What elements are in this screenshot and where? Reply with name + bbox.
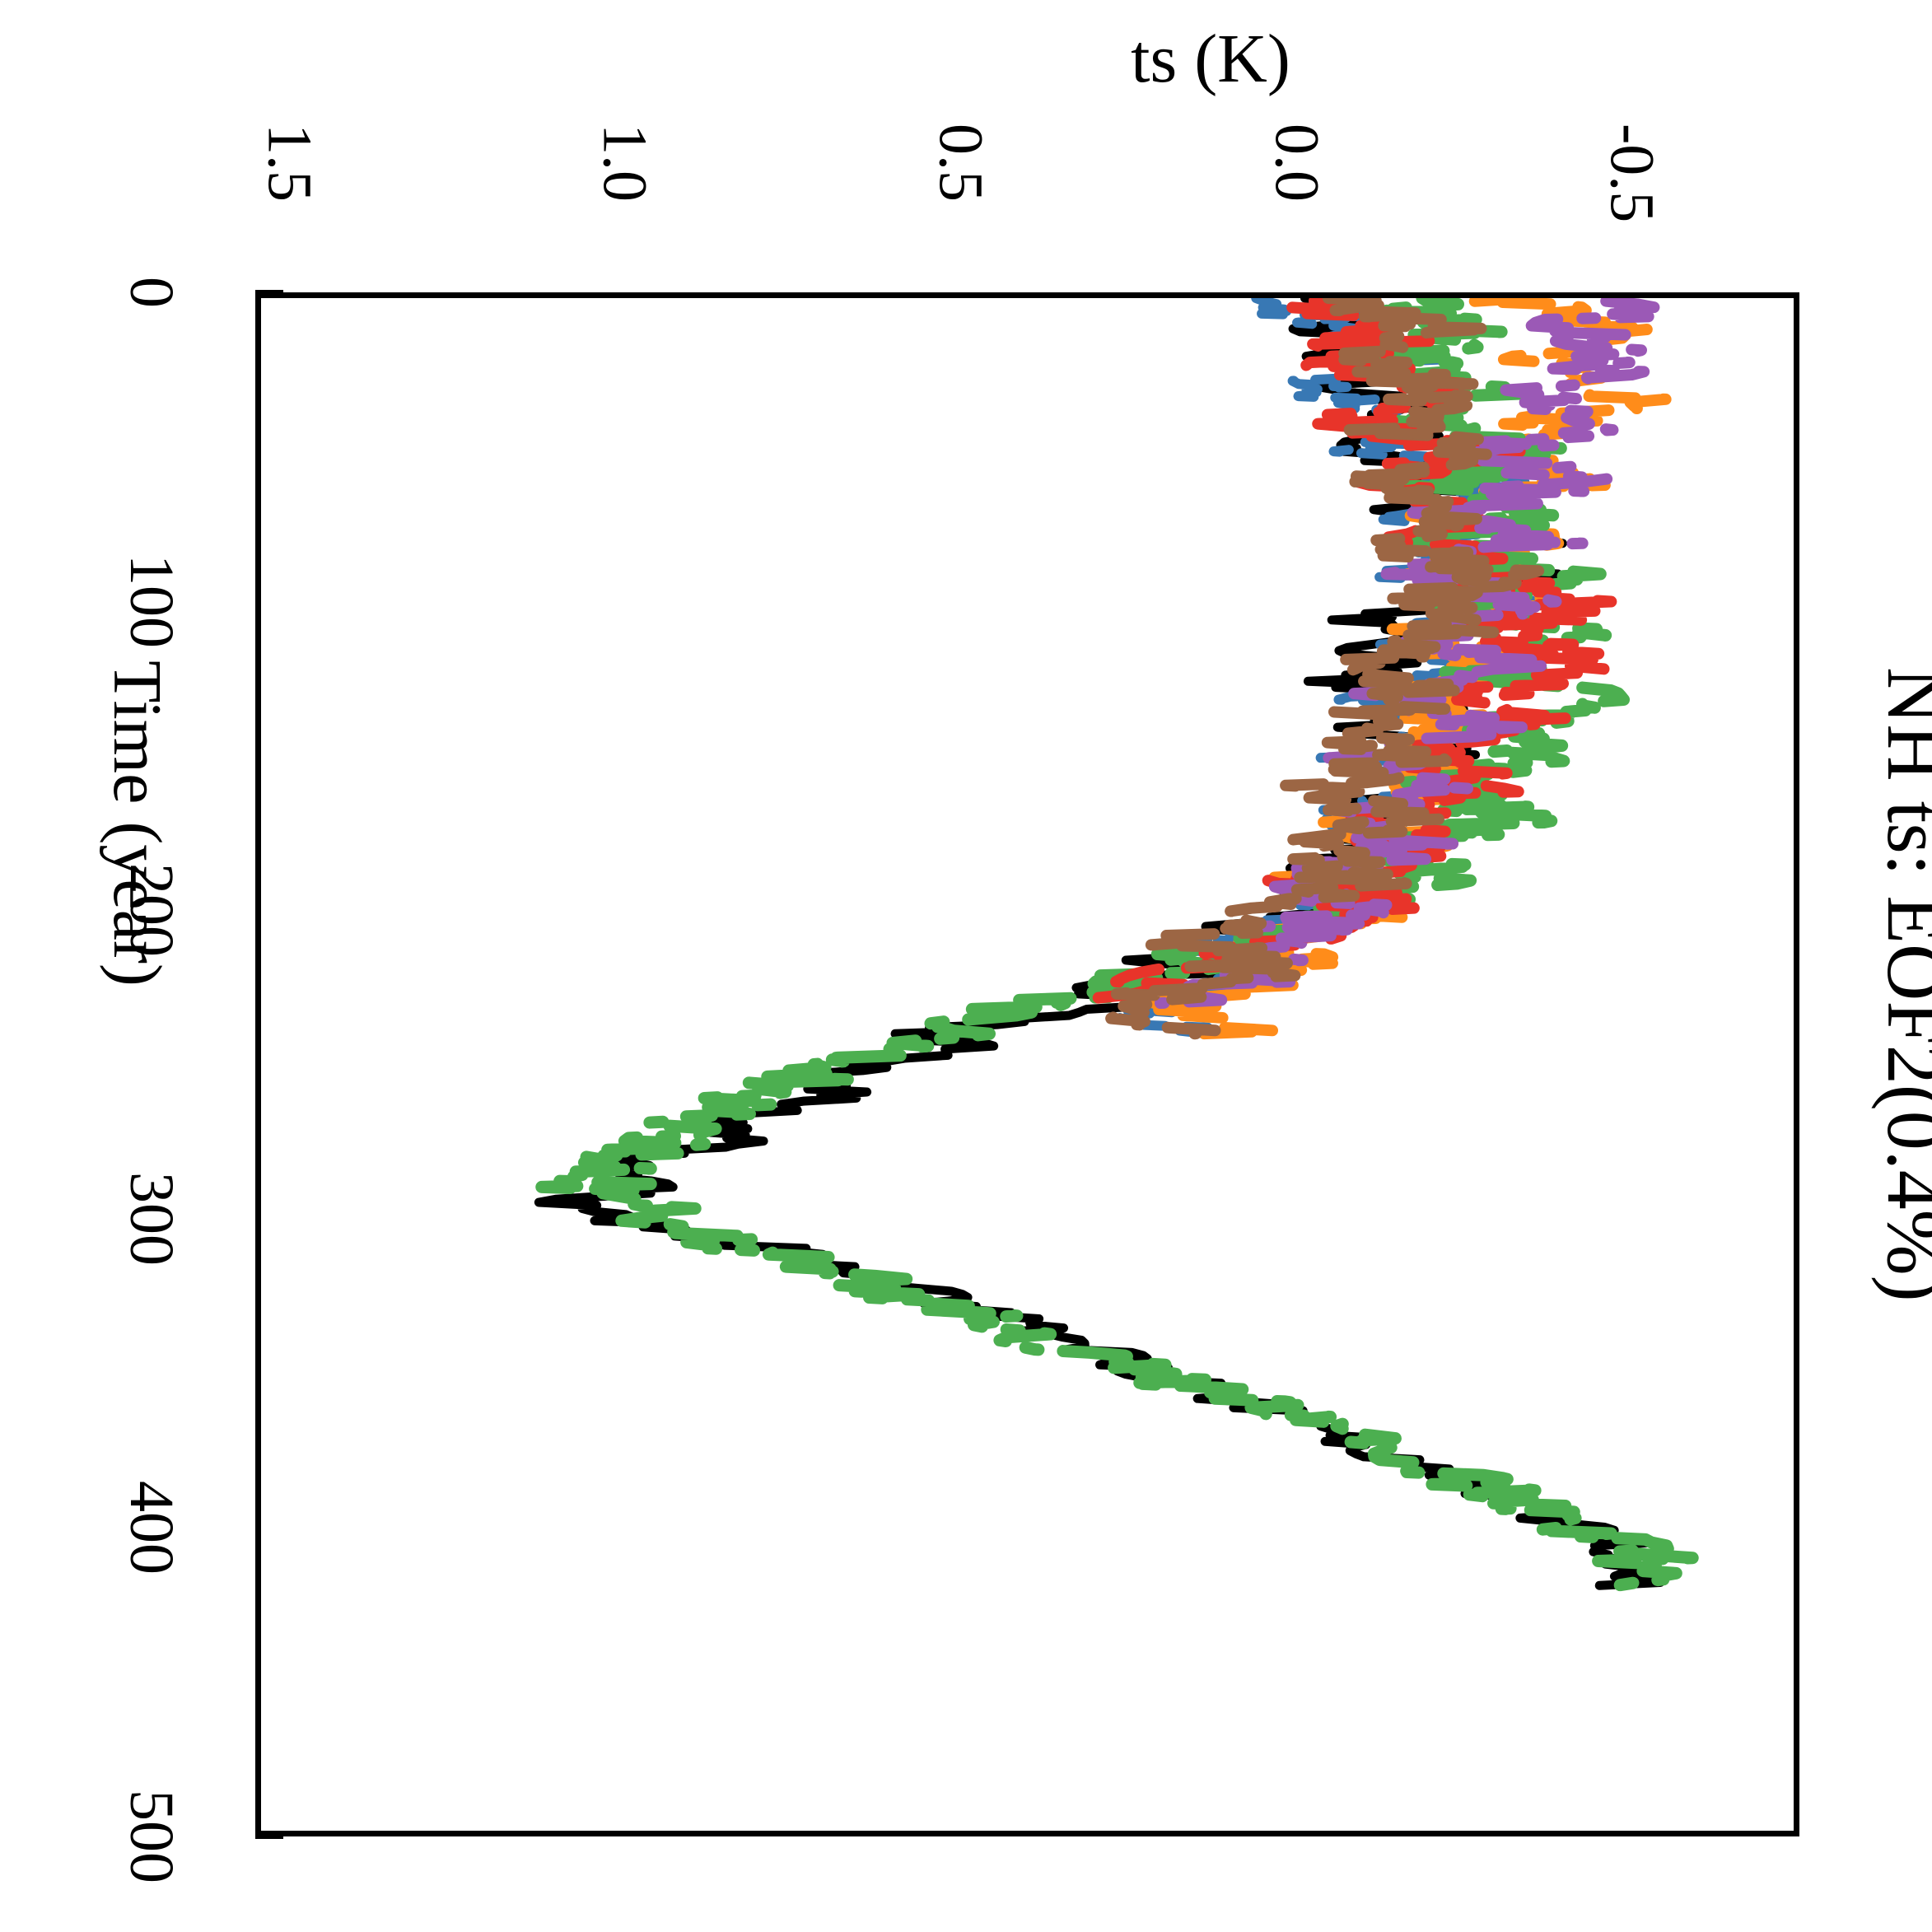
value-tick-label-text: 0.5 [926,124,996,202]
value-tick-label-text: 1.0 [590,124,660,202]
value-tick-label-text: 0.0 [1262,124,1332,202]
time-tick-label-text: 300 [117,1172,186,1266]
value-axis-title: ts (K) [1131,21,1290,97]
time-tick-mark [255,1834,283,1839]
value-tick-label-text: 1.5 [254,124,324,202]
time-tick-label-text: 100 [117,554,186,648]
plot-area [255,292,1799,1836]
time-tick-label-text: 400 [117,1481,186,1575]
chart-title-text: NH ts: EOF2(0.4%) [1871,667,1932,1302]
time-tick-label-text: 200 [117,863,186,957]
series-canvas [534,298,1699,1592]
series-line-member-brown [1105,298,1545,1040]
series-line-member-purple [1154,298,1660,1010]
time-tick-label-text: 500 [117,1790,186,1883]
time-tick-label-text: 0 [117,277,186,308]
value-tick-label-text: -0.5 [1597,124,1667,223]
